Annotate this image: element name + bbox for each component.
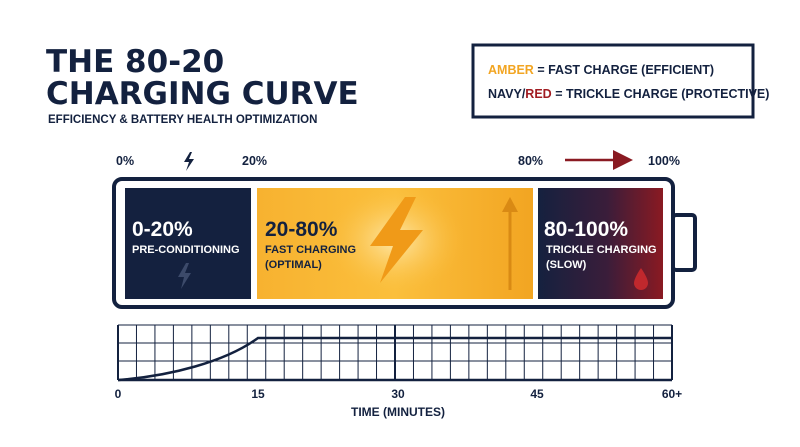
charging-curve [117,336,672,382]
legend-key: AMBER [488,63,534,77]
time-tick: 60+ [662,387,682,401]
segment-range: 80-100% [544,218,628,241]
bolt-icon [370,197,423,283]
segment-label: TRICKLE CHARGING [546,244,657,256]
time-tick: 0 [115,387,122,401]
scale-label: 100% [648,154,680,168]
legend-key: RED [525,87,551,101]
timeline-grid [117,324,673,380]
scale-label: 20% [242,154,267,168]
legend-box [471,43,755,119]
legend-text: = TRICKLE CHARGE (PROTECTIVE) [555,87,769,101]
scale-label: 0% [116,154,134,168]
scale-label: 80% [518,154,543,168]
segment-range: 0-20% [132,218,193,241]
time-tick: 30 [391,387,405,401]
segment-label: PRE-CONDITIONING [132,244,240,256]
legend-key: NAVY [488,87,522,101]
legend-text: = FAST CHARGE (EFFICIENT) [537,63,714,77]
segment-note: (OPTIMAL) [265,259,322,271]
axis-label: TIME (MINUTES) [351,405,445,419]
segment-range: 20-80% [265,218,338,241]
bolt-icon [178,263,191,289]
legend-joiner: / [522,87,526,101]
segment-note: (SLOW) [546,259,587,271]
title-line: THE 80-20 [46,44,224,80]
segment-label: FAST CHARGING [265,244,356,256]
title-line: CHARGING CURVE [46,76,359,112]
time-tick: 45 [530,387,544,401]
legend-item: NAVY/RED = TRICKLE CHARGE (PROTECTIVE) [488,87,769,101]
arrow-head [502,197,518,212]
bolt-icon [184,152,194,171]
battery-terminal [671,213,697,272]
time-tick: 15 [251,387,265,401]
drop-icon [634,268,648,290]
subtitle: EFFICIENCY & BATTERY HEALTH OPTIMIZATION [48,114,317,126]
legend-item: AMBER = FAST CHARGE (EFFICIENT) [488,63,714,77]
segment-navy [125,188,251,299]
